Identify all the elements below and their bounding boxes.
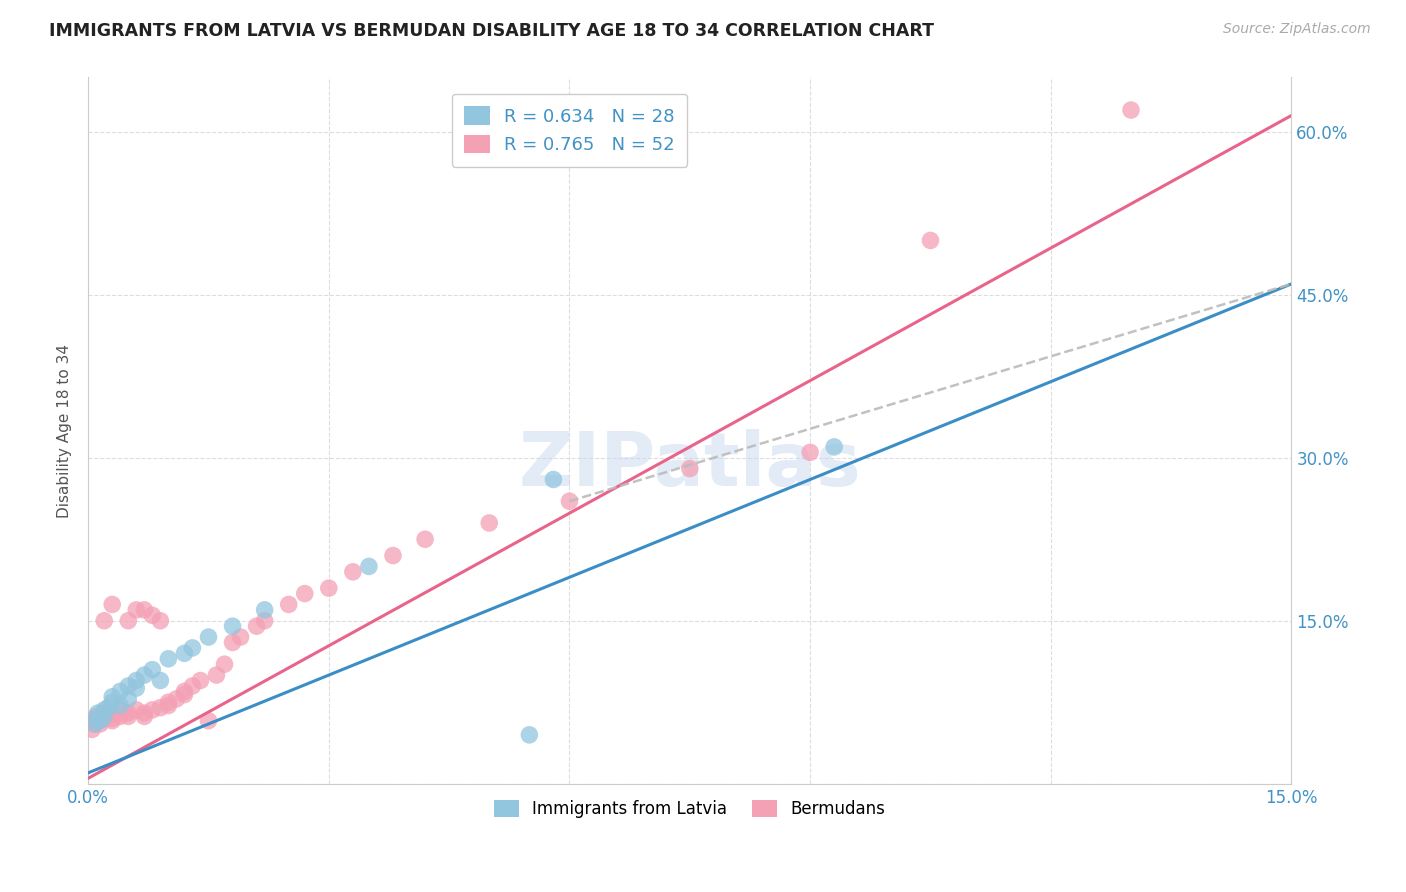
Legend: Immigrants from Latvia, Bermudans: Immigrants from Latvia, Bermudans: [488, 793, 893, 825]
Point: [157, 698, 180, 713]
Point: [318, 581, 340, 595]
Point: [357, 559, 380, 574]
Point: [519, 728, 541, 742]
Point: [558, 494, 581, 508]
Point: [165, 692, 187, 706]
Point: [342, 565, 364, 579]
Point: [101, 598, 124, 612]
Point: [173, 688, 195, 702]
Point: [141, 703, 163, 717]
Point: [253, 603, 276, 617]
Point: [87, 706, 110, 720]
Point: [93, 712, 115, 726]
Point: [157, 652, 180, 666]
Point: [413, 533, 436, 547]
Point: [478, 516, 501, 530]
Point: [197, 630, 219, 644]
Point: [110, 698, 132, 713]
Point: [101, 690, 124, 704]
Point: [117, 709, 139, 723]
Point: [382, 549, 405, 563]
Point: [141, 608, 163, 623]
Point: [1119, 103, 1142, 117]
Y-axis label: Disability Age 18 to 34: Disability Age 18 to 34: [58, 343, 72, 517]
Point: [93, 703, 115, 717]
Point: [125, 603, 148, 617]
Point: [173, 684, 195, 698]
Point: [87, 712, 110, 726]
Point: [84, 714, 107, 728]
Point: [110, 703, 132, 717]
Point: [89, 717, 111, 731]
Point: [190, 673, 212, 688]
Point: [125, 673, 148, 688]
Point: [83, 717, 105, 731]
Point: [134, 668, 156, 682]
Point: [125, 681, 148, 695]
Point: [277, 598, 299, 612]
Point: [221, 619, 243, 633]
Text: Source: ZipAtlas.com: Source: ZipAtlas.com: [1223, 22, 1371, 37]
Point: [110, 709, 132, 723]
Point: [117, 679, 139, 693]
Text: ZIPatlas: ZIPatlas: [519, 429, 860, 502]
Point: [679, 461, 702, 475]
Point: [920, 234, 942, 248]
Point: [149, 673, 172, 688]
Point: [246, 619, 269, 633]
Point: [221, 635, 243, 649]
Point: [134, 709, 156, 723]
Point: [84, 712, 107, 726]
Point: [110, 684, 132, 698]
Point: [543, 473, 565, 487]
Point: [125, 703, 148, 717]
Point: [141, 663, 163, 677]
Point: [117, 614, 139, 628]
Point: [149, 614, 172, 628]
Point: [93, 706, 115, 720]
Point: [117, 692, 139, 706]
Point: [101, 712, 124, 726]
Point: [157, 695, 180, 709]
Point: [84, 709, 107, 723]
Point: [149, 700, 172, 714]
Point: [173, 646, 195, 660]
Point: [97, 700, 120, 714]
Point: [83, 717, 105, 731]
Point: [117, 706, 139, 720]
Point: [253, 614, 276, 628]
Point: [134, 706, 156, 720]
Point: [89, 714, 111, 728]
Point: [93, 709, 115, 723]
Text: IMMIGRANTS FROM LATVIA VS BERMUDAN DISABILITY AGE 18 TO 34 CORRELATION CHART: IMMIGRANTS FROM LATVIA VS BERMUDAN DISAB…: [49, 22, 934, 40]
Point: [229, 630, 252, 644]
Point: [294, 586, 316, 600]
Point: [181, 679, 204, 693]
Point: [101, 714, 124, 728]
Point: [214, 657, 236, 672]
Point: [93, 614, 115, 628]
Point: [799, 445, 821, 459]
Point: [823, 440, 845, 454]
Point: [205, 668, 228, 682]
Point: [197, 714, 219, 728]
Point: [181, 640, 204, 655]
Point: [101, 695, 124, 709]
Point: [134, 603, 156, 617]
Point: [82, 723, 104, 737]
